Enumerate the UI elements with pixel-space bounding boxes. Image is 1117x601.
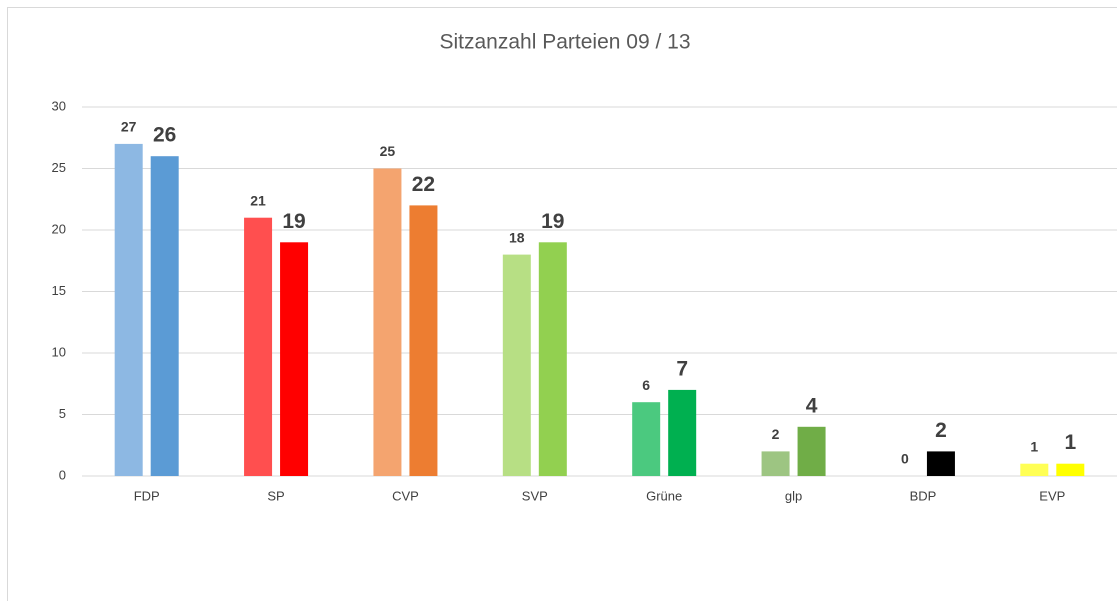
bar — [244, 217, 273, 476]
bar — [502, 254, 531, 476]
x-tick-label: SVP — [522, 488, 548, 503]
bar — [1020, 463, 1049, 476]
x-tick-label: FDP — [134, 488, 160, 503]
data-label: 26 — [153, 124, 176, 147]
bar — [632, 402, 661, 476]
chart-title: Sitzanzahl Parteien 09 / 13 — [440, 31, 691, 54]
bar — [373, 168, 402, 476]
x-tick-label: CVP — [392, 488, 419, 503]
data-label: 21 — [250, 192, 266, 208]
y-tick-label: 20 — [52, 221, 66, 236]
x-tick-label: Grüne — [646, 488, 682, 503]
y-tick-label: 5 — [59, 406, 66, 421]
bar — [114, 143, 143, 476]
x-tick-label: SP — [267, 488, 284, 503]
bar — [280, 242, 309, 476]
data-label: 1 — [1064, 431, 1076, 454]
data-label: 0 — [901, 451, 909, 467]
bar — [150, 156, 179, 476]
data-label: 19 — [541, 210, 564, 233]
y-tick-label: 10 — [52, 344, 66, 359]
x-tick-label: EVP — [1039, 488, 1065, 503]
bar — [409, 205, 438, 476]
data-label: 1 — [1030, 438, 1038, 454]
y-tick-label: 15 — [52, 283, 66, 298]
data-label: 4 — [806, 394, 818, 417]
data-label: 7 — [676, 357, 688, 380]
data-label: 2 — [935, 419, 947, 442]
data-label: 2 — [772, 426, 780, 442]
bar — [668, 389, 697, 476]
data-label: 19 — [282, 210, 305, 233]
x-tick-label: BDP — [910, 488, 937, 503]
y-tick-label: 25 — [52, 160, 66, 175]
bar — [926, 451, 955, 476]
data-label: 27 — [121, 119, 137, 135]
data-label: 25 — [380, 143, 396, 159]
data-label: 22 — [412, 173, 435, 196]
y-tick-label: 30 — [52, 98, 66, 113]
bar — [797, 426, 826, 476]
x-tick-label: glp — [785, 488, 802, 503]
bar — [538, 242, 567, 476]
y-tick-label: 0 — [59, 467, 66, 482]
bar — [1056, 463, 1085, 476]
data-label: 18 — [509, 229, 525, 245]
bar — [761, 451, 790, 476]
data-label: 6 — [642, 377, 650, 393]
